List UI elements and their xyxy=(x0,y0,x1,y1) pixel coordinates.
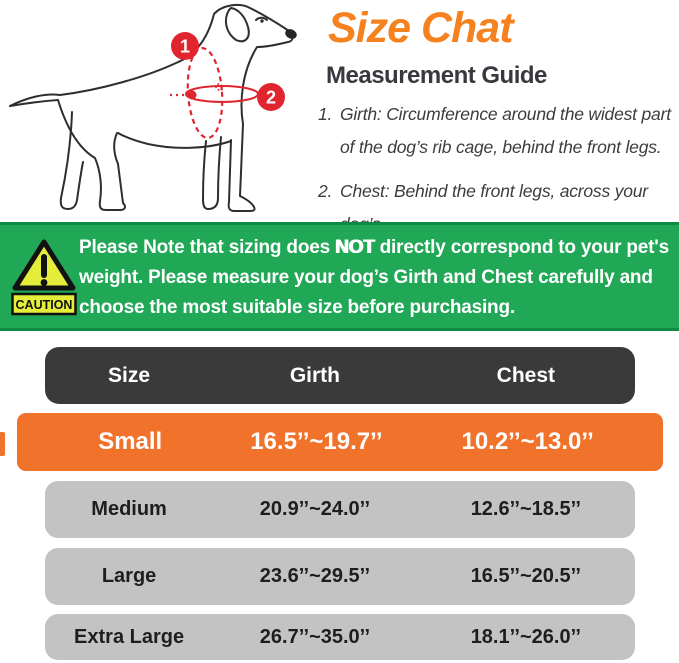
marker-badges: 1 2 xyxy=(171,32,285,111)
marker-1-label: 1 xyxy=(180,37,190,57)
marker-2-badge xyxy=(257,83,285,111)
dog-nose xyxy=(285,29,297,39)
cell-size: Small xyxy=(98,428,163,455)
item-text: Girth: Circumference around the widest p… xyxy=(340,98,671,164)
item-number: 1. xyxy=(318,104,333,124)
exclamation-dot xyxy=(40,279,48,286)
left-edge-accent xyxy=(0,432,5,456)
notice-line-3: choose the most suitable size before pur… xyxy=(79,297,515,318)
caution-label-box xyxy=(11,292,77,316)
notice-not-emphasis: NOT xyxy=(335,237,375,258)
caution-banner: CAUTION Please Note that sizing does NOT… xyxy=(0,222,679,331)
item-number: 2. xyxy=(318,181,333,201)
table-row-medium: Medium 20.9’’~24.0’’ 12.6’’~18.5’’ xyxy=(45,481,635,538)
notice-line-2: weight. Please measure your dog’s Girth … xyxy=(79,267,653,288)
notice-line-1: Please Note that sizing does NOT directl… xyxy=(79,233,669,263)
marker-1-badge xyxy=(171,32,199,60)
table-header-row: Size Girth Chest xyxy=(45,347,635,404)
measurement-lines xyxy=(170,46,259,140)
marker-2-label: 2 xyxy=(266,88,276,108)
cell-chest: 18.1’’~26.0’’ xyxy=(470,625,581,648)
cell-chest: 10.2’’~13.0’’ xyxy=(461,428,594,455)
header-girth: Girth xyxy=(289,363,340,387)
girth-line-1: Girth: Circumference around the widest p… xyxy=(340,104,671,124)
caution-icon: CAUTION xyxy=(11,239,77,316)
cross-point-dot xyxy=(215,83,223,91)
girth-point-dot xyxy=(187,90,197,100)
notice-line-1-post: directly correspond to your pet's xyxy=(374,237,670,258)
cell-size: Extra Large xyxy=(74,625,185,648)
table-row-extra-large: Extra Large 26.7’’~35.0’’ 18.1’’~26.0’’ xyxy=(45,614,635,660)
cell-size: Medium xyxy=(91,498,167,520)
dog-eye xyxy=(260,19,264,23)
cell-chest: 16.5’’~20.5’’ xyxy=(470,565,581,587)
girth-line-2: of the dog’s rib cage, behind the front … xyxy=(340,137,662,157)
cell-girth: 20.9’’~24.0’’ xyxy=(259,498,371,520)
cell-size: Large xyxy=(101,565,157,587)
dog-outline xyxy=(9,3,294,212)
cell-girth: 26.7’’~35.0’’ xyxy=(259,625,371,648)
caution-label: CAUTION xyxy=(16,298,73,312)
cell-girth: 23.6’’~29.5’’ xyxy=(259,565,371,587)
cell-chest: 12.6’’~18.5’’ xyxy=(470,498,581,520)
notice-text: Please Note that sizing does NOT directl… xyxy=(79,233,669,323)
guide-subtitle: Measurement Guide xyxy=(326,62,547,89)
header-chest: Chest xyxy=(496,363,556,387)
dog-measurement-diagram: 1 2 xyxy=(9,3,297,212)
table-row-small: Small 16.5’’~19.7’’ 10.2’’~13.0’’ xyxy=(17,413,663,471)
cell-girth: 16.5’’~19.7’’ xyxy=(250,428,383,455)
page-title: Size Chat xyxy=(328,4,514,52)
girth-definition: 1. Girth: Circumference around the wides… xyxy=(318,98,676,164)
table-row-large: Large 23.6’’~29.5’’ 16.5’’~20.5’’ xyxy=(45,548,635,605)
header-size: Size xyxy=(108,363,151,387)
notice-line-1-pre: Please Note that sizing does xyxy=(79,237,336,258)
